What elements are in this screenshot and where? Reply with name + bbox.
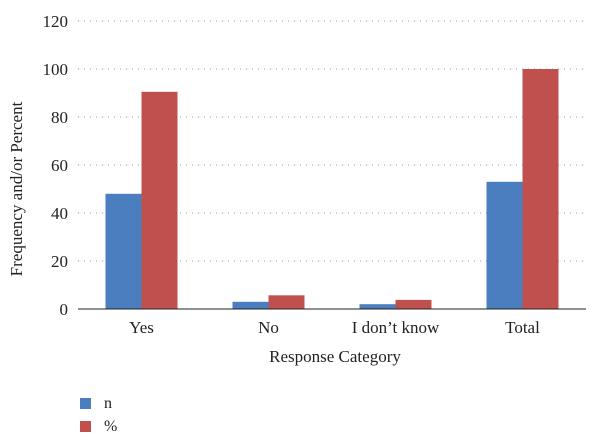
legend-swatch-n — [80, 398, 91, 409]
y-tick-label: 0 — [60, 300, 69, 319]
bar-n — [232, 301, 269, 309]
y-tick-label: 120 — [43, 12, 69, 31]
x-tick-labels: Yes No I don’t know Total — [129, 318, 540, 337]
legend-item-n: n — [80, 392, 117, 415]
bar-n — [359, 304, 396, 309]
y-axis-title: Frequency and/or Percent — [7, 101, 26, 276]
bar-percent — [141, 91, 178, 309]
legend-label-percent: % — [104, 417, 118, 435]
legend: n % — [80, 392, 117, 438]
x-axis-title: Response Category — [269, 347, 401, 366]
bar-percent — [395, 299, 432, 309]
x-tick-label: Total — [505, 318, 540, 337]
bar-n — [486, 181, 523, 309]
y-tick-label: 60 — [51, 156, 68, 175]
bar-percent — [522, 69, 559, 309]
y-tick-label: 100 — [43, 60, 69, 79]
legend-swatch-percent — [80, 421, 91, 432]
y-tick-label: 40 — [51, 204, 68, 223]
y-tick-label: 80 — [51, 108, 68, 127]
legend-item-percent: % — [80, 415, 117, 438]
bar-percent — [268, 295, 305, 309]
x-tick-label: I don’t know — [352, 318, 440, 337]
bars — [105, 69, 559, 309]
y-tick-label: 20 — [51, 252, 68, 271]
x-tick-label: No — [258, 318, 279, 337]
legend-label-n: n — [104, 394, 112, 412]
y-tick-labels: 0 20 40 60 80 100 120 — [43, 12, 69, 319]
x-tick-label: Yes — [129, 318, 154, 337]
bar-n — [105, 193, 142, 309]
